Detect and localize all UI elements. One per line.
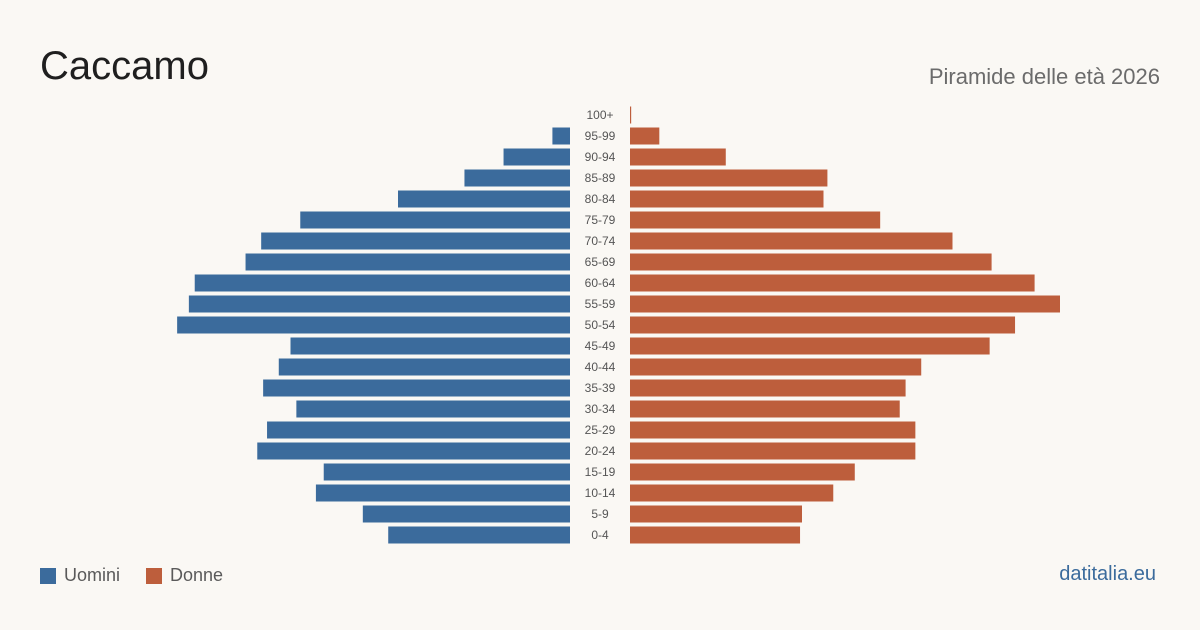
bar-male-5-9: [362, 505, 570, 523]
bar-male-45-49: [290, 337, 570, 355]
bar-female-80-84: [630, 190, 824, 208]
bar-female-30-34: [630, 400, 900, 418]
bar-female-20-24: [630, 442, 916, 460]
page-title: Caccamo: [40, 44, 209, 88]
bar-female-75-79: [630, 211, 881, 229]
legend-swatch-female: [146, 567, 163, 584]
bar-male-70-74: [261, 232, 570, 250]
bar-female-45-49: [630, 337, 990, 355]
bar-female-40-44: [630, 358, 922, 376]
age-label-70-74: 70-74: [585, 234, 616, 248]
age-label-85-89: 85-89: [585, 171, 616, 185]
bar-male-90-94: [503, 148, 570, 166]
brand-link[interactable]: datitalia.eu: [1059, 563, 1156, 585]
bar-male-0-4: [388, 526, 570, 544]
age-label-35-39: 35-39: [585, 381, 616, 395]
chart-subtitle: Piramide delle età 2026: [928, 64, 1160, 89]
legend-item-male: Uomini: [40, 565, 120, 586]
bar-male-85-89: [464, 169, 570, 187]
age-label-25-29: 25-29: [585, 423, 616, 437]
bar-female-85-89: [630, 169, 828, 187]
bar-female-50-54: [630, 316, 1016, 334]
bar-male-55-59: [188, 295, 570, 313]
bar-female-25-29: [630, 421, 916, 439]
bar-female-95-99: [630, 127, 660, 145]
age-label-60-64: 60-64: [585, 276, 616, 290]
bar-male-60-64: [194, 274, 570, 292]
age-label-30-34: 30-34: [585, 402, 616, 416]
legend: Uomini Donne: [40, 565, 249, 586]
bar-female-35-39: [630, 379, 906, 397]
bar-female-10-14: [630, 484, 834, 502]
bar-female-5-9: [630, 505, 802, 523]
bar-female-15-19: [630, 463, 855, 481]
bar-male-65-69: [245, 253, 570, 271]
age-label-20-24: 20-24: [585, 444, 616, 458]
bar-male-95-99: [552, 127, 570, 145]
age-label-65-69: 65-69: [585, 255, 616, 269]
bar-female-100+: [630, 106, 632, 124]
age-label-10-14: 10-14: [585, 486, 616, 500]
bar-male-50-54: [177, 316, 571, 334]
age-label-50-54: 50-54: [585, 318, 616, 332]
bar-female-0-4: [630, 526, 801, 544]
bar-female-65-69: [630, 253, 992, 271]
bar-male-15-19: [323, 463, 570, 481]
bar-male-10-14: [315, 484, 570, 502]
age-label-90-94: 90-94: [585, 150, 616, 164]
age-label-5-9: 5-9: [591, 507, 609, 521]
bar-female-55-59: [630, 295, 1060, 313]
bar-male-40-44: [278, 358, 570, 376]
age-label-80-84: 80-84: [585, 192, 616, 206]
age-label-15-19: 15-19: [585, 465, 616, 479]
age-label-40-44: 40-44: [585, 360, 616, 374]
bar-male-80-84: [398, 190, 570, 208]
legend-swatch-male: [40, 567, 56, 584]
bar-female-60-64: [630, 274, 1035, 292]
age-label-100+: 100+: [586, 108, 613, 122]
bar-male-35-39: [263, 379, 570, 397]
age-label-75-79: 75-79: [585, 213, 616, 227]
bar-male-75-79: [300, 211, 570, 229]
bar-male-30-34: [296, 400, 570, 418]
age-label-45-49: 45-49: [585, 339, 616, 353]
bar-female-70-74: [630, 232, 953, 250]
legend-item-female: Donne: [146, 565, 223, 586]
bar-male-20-24: [257, 442, 570, 460]
age-label-55-59: 55-59: [585, 297, 616, 311]
age-label-95-99: 95-99: [585, 129, 616, 143]
age-label-0-4: 0-4: [591, 528, 609, 542]
legend-label-female: Donne: [170, 565, 224, 585]
bar-female-90-94: [630, 148, 726, 166]
legend-label-male: Uomini: [64, 565, 121, 585]
bar-male-25-29: [267, 421, 570, 439]
